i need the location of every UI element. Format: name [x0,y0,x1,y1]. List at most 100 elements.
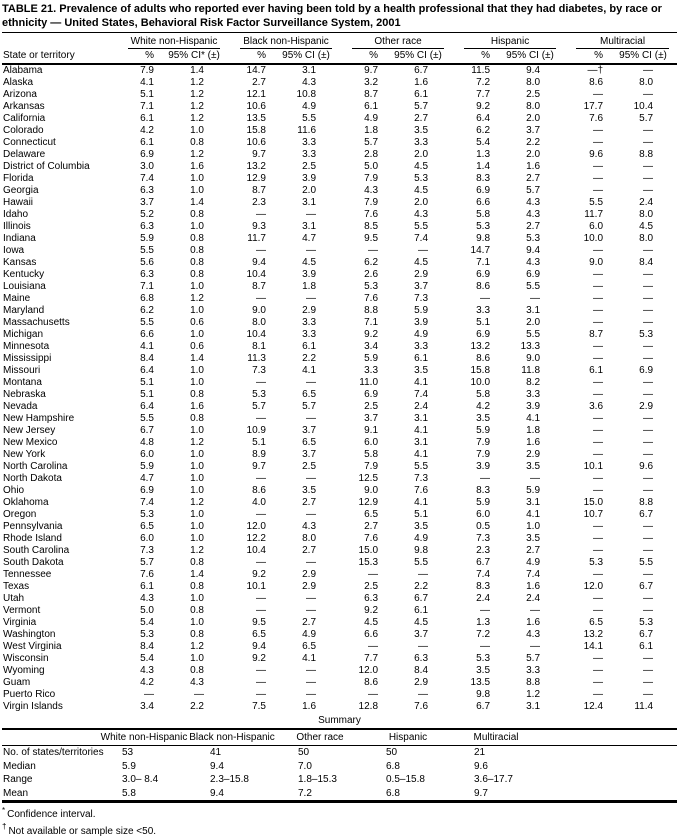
table-row: Ohio 6.9 1.0 8.6 3.5 9.0 7.6 8.3 5.9 — — [2,485,677,497]
other-ci-value: 4.1 [414,497,429,508]
white-pct-value: 7.4 [140,173,154,184]
black-pct-value: 8.6 [252,485,266,496]
other-ci-value: 4.5 [414,617,429,628]
white-ci-value: 1.0 [190,377,204,388]
table-row: Arkansas 7.1 1.2 10.6 4.9 6.1 5.7 9.2 8.… [2,101,677,113]
hispanic-ci-value: 3.5 [526,533,541,544]
black-ci-value: — [306,689,317,700]
black-ci-value: — [306,509,317,520]
column-header-row: State or territory % 95% CI* (±) % 95% C… [2,49,678,65]
hispanic-pct-value: 8.6 [476,353,491,364]
multiracial-ci-value: 8.0 [639,209,654,220]
white-ci-value: 1.0 [190,365,204,376]
black-ci-value: 2.0 [302,185,317,196]
multiracial-pct-value: — [593,449,604,460]
white-pct-value: 4.1 [140,77,154,88]
summary-row-label: Median [3,760,36,772]
other-ci-value: 7.6 [414,485,429,496]
summary-hispanic-value: 6.8 [386,787,400,799]
black-ci-value: 4.3 [302,77,317,88]
hispanic-ci-value: 8.0 [526,101,541,112]
hispanic-pct-value: 5.4 [476,137,491,148]
black-pct-value: 11.3 [247,353,266,364]
hispanic-ci-value: 1.6 [526,581,541,592]
summary-white-value: 3.0– 8.4 [122,774,159,785]
white-ci-value: 1.0 [190,329,204,340]
white-pct-value: 3.7 [140,197,154,208]
footnotes: * Confidence interval. † Not available or … [2,803,677,838]
table-row: Oregon 5.3 1.0 — — 6.5 5.1 6.0 4.1 10.7 … [2,509,677,521]
hispanic-pct-value: — [480,293,491,304]
table-row: California 6.1 1.2 13.5 5.5 4.9 2.7 6.4 … [2,113,677,125]
table-row: Alaska 4.1 1.2 2.7 4.3 3.2 1.6 7.2 8.0 8… [2,77,677,89]
multiracial-ci-value: 11.4 [634,701,654,712]
table-row: Georgia 6.3 1.0 8.7 2.0 4.3 4.5 6.9 5.7 … [2,185,677,197]
state-name: New Hampshire [3,413,75,424]
other-pct-value: 3.7 [364,413,379,424]
white-pct-value: 4.3 [140,593,154,604]
other-ci-value: 4.5 [414,161,429,172]
hispanic-pct-value: 8.3 [476,173,491,184]
hispanic-pct-value: 11.5 [471,65,491,76]
black-pct-header: % [228,49,272,65]
summary-hispanic-value: 6.8 [386,760,400,772]
black-pct-value: 2.7 [252,77,266,88]
hispanic-pct-value: — [480,473,491,484]
multiracial-pct-value: 17.7 [583,101,604,112]
hispanic-ci-value: 2.0 [526,149,541,160]
hispanic-ci-value: 5.5 [526,281,541,292]
black-ci-value: 3.1 [302,65,317,76]
white-ci-value: 0.8 [190,137,204,148]
hispanic-ci-value: 9.4 [526,245,541,256]
black-ci-value: — [306,413,317,424]
other-ci-value: 2.7 [414,113,429,124]
multiracial-pct-value: — [593,425,604,436]
multiracial-ci-value: 6.7 [639,581,654,592]
multiracial-pct-value: 13.2 [583,629,604,640]
table-row: Vermont 5.0 0.8 — — 9.2 6.1 — — — — [2,605,677,617]
table-row: New Jersey 6.7 1.0 10.9 3.7 9.1 4.1 5.9 … [2,425,677,437]
white-pct-value: 5.0 [140,605,154,616]
multiracial-pct-value: 9.6 [589,149,604,160]
hispanic-pct-value: 6.0 [476,509,491,520]
other-pct-value: 12.5 [358,473,379,484]
black-ci-value: 3.7 [302,449,317,460]
multiracial-pct-value: — [593,89,604,100]
table-row: Virgin Islands 3.4 2.2 7.5 1.6 12.8 7.6 … [2,701,677,713]
other-pct-value: 5.3 [364,281,379,292]
table-row: West Virginia 8.4 1.2 9.4 6.5 — — — — 14… [2,641,677,653]
black-pct-value: 9.4 [252,257,266,268]
hispanic-ci-value: 9.0 [526,353,541,364]
multiracial-ci-value: — [643,245,654,256]
multiracial-ci-value: 5.7 [639,113,654,124]
multiracial-pct-value: — [593,545,604,556]
table-row: Michigan 6.6 1.0 10.4 3.3 9.2 4.9 6.9 5.… [2,329,677,341]
hispanic-pct-value: 7.2 [476,77,491,88]
other-pct-value: 2.5 [364,401,379,412]
multiracial-pct-value: — [593,677,604,688]
table-row: Hawaii 3.7 1.4 2.3 3.1 7.9 2.0 6.6 4.3 5… [2,197,677,209]
white-ci-value: 0.8 [190,245,204,256]
table-row: South Carolina 7.3 1.2 10.4 2.7 15.0 9.8… [2,545,677,557]
black-pct-value: — [256,413,266,424]
black-ci-value: 6.5 [302,641,317,652]
white-ci-value: 1.0 [190,473,204,484]
white-pct-value: 6.3 [140,269,154,280]
black-ci-value: 10.8 [296,89,317,100]
white-ci-value: 1.0 [190,425,204,436]
white-ci-value: 1.6 [190,161,204,172]
white-pct-value: 4.8 [140,437,154,448]
hispanic-pct-value: 4.2 [476,401,491,412]
white-pct-value: 5.3 [140,629,154,640]
black-pct-value: 8.0 [252,317,266,328]
hispanic-ci-value: — [530,293,541,304]
multiracial-ci-value: — [643,521,654,532]
multiracial-pct-header: % [564,49,610,65]
hispanic-pct-value: 10.0 [470,377,491,388]
other-ci-value: 5.5 [414,461,429,472]
state-name: Guam [3,677,31,688]
hispanic-ci-value: 3.1 [526,305,541,316]
black-pct-value: 9.7 [252,461,266,472]
black-ci-value: 2.5 [302,161,317,172]
white-ci-value: 1.2 [190,113,204,124]
